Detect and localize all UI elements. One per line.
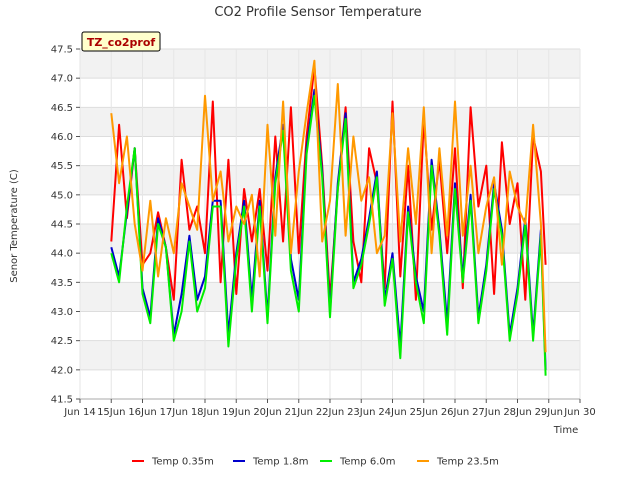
x-tick-label: 19Jun [222, 407, 250, 418]
y-tick-label: 41.5 [51, 395, 73, 406]
x-tick-label: 28Jun [503, 407, 531, 418]
x-tick-label: 26Jun [441, 407, 469, 418]
y-tick-label: 43.0 [51, 307, 73, 318]
x-tick-label: 20Jun [253, 407, 281, 418]
x-tick-label: Jun 14 [63, 407, 96, 418]
series-lines [110, 59, 547, 376]
y-axis: 41.5 42.0 42.5 43.0 43.5 44.0 44.5 45.0 45.5 46.0… [51, 45, 80, 406]
site-label-box: TZ_co2prof [81, 31, 161, 52]
x-tick-label: 25Jun [410, 407, 438, 418]
x-tick-label: 27Jun [472, 407, 500, 418]
legend-label: Temp 1.8m [252, 457, 308, 468]
x-axis-label: Time [553, 425, 578, 436]
y-tick-label: 44.0 [51, 249, 73, 260]
y-tick-label: 45.0 [51, 190, 73, 201]
y-tick-label: 47.0 [51, 74, 73, 85]
series-line-4 [110, 59, 547, 353]
x-tick-label: 16Jun [128, 407, 156, 418]
series-line-3 [110, 94, 547, 376]
x-tick-label: 21Jun [285, 407, 313, 418]
x-tick-label: 23Jun [347, 407, 375, 418]
x-tick-label: 24Jun [378, 407, 406, 418]
plot-area [79, 48, 581, 400]
legend-label: Temp 0.35m [151, 457, 214, 468]
x-tick-label: 18Jun [191, 407, 219, 418]
legend-label: Temp 23.5m [436, 457, 499, 468]
site-label: TZ_co2prof [87, 36, 156, 49]
x-axis: Jun 14 15Jun 16Jun 17Jun 18Jun 19Jun 20Jun 21Ju… [63, 398, 596, 418]
x-tick-label: 15Jun [97, 407, 125, 418]
x-tick-label: 17Jun [160, 407, 188, 418]
y-tick-label: 45.5 [51, 161, 73, 172]
y-tick-label: 42.0 [51, 365, 73, 376]
y-tick-label: 44.5 [51, 220, 73, 231]
y-tick-label: 47.5 [51, 45, 73, 56]
x-tick-label: Jun 30 [563, 407, 596, 418]
y-axis-label: Senor Temperature (C) [9, 169, 20, 283]
y-tick-label: 43.5 [51, 278, 73, 289]
x-tick-label: 29Jun [535, 407, 563, 418]
y-tick-label: 46.0 [51, 132, 73, 143]
y-tick-label: 46.5 [51, 103, 73, 114]
legend: Temp 0.35m Temp 1.8m Temp 6.0m Temp 23.5m [132, 457, 499, 468]
chart-title: CO2 Profile Sensor Temperature [214, 5, 421, 20]
legend-label: Temp 6.0m [339, 457, 395, 468]
x-tick-label: 22Jun [316, 407, 344, 418]
y-tick-label: 42.5 [51, 336, 73, 347]
